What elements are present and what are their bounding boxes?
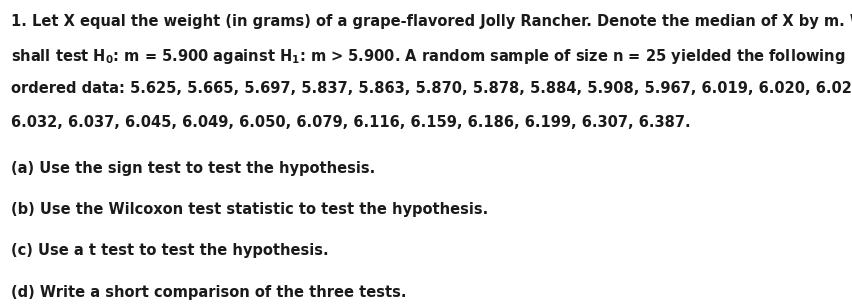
- Text: 6.032, 6.037, 6.045, 6.049, 6.050, 6.079, 6.116, 6.159, 6.186, 6.199, 6.307, 6.3: 6.032, 6.037, 6.045, 6.049, 6.050, 6.079…: [11, 115, 690, 130]
- Text: (b) Use the Wilcoxon test statistic to test the hypothesis.: (b) Use the Wilcoxon test statistic to t…: [11, 202, 487, 217]
- Text: 1. Let X equal the weight (in grams) of a grape-flavored Jolly Rancher. Denote t: 1. Let X equal the weight (in grams) of …: [11, 14, 852, 29]
- Text: (c) Use a t test to test the hypothesis.: (c) Use a t test to test the hypothesis.: [11, 243, 328, 258]
- Text: shall test $\mathbf{H_0}$: m = 5.900 against $\mathbf{H_1}$: m > 5.900. A random: shall test $\mathbf{H_0}$: m = 5.900 aga…: [11, 47, 844, 66]
- Text: ordered data: 5.625, 5.665, 5.697, 5.837, 5.863, 5.870, 5.878, 5.884, 5.908, 5.9: ordered data: 5.625, 5.665, 5.697, 5.837…: [11, 81, 852, 96]
- Text: (d) Write a short comparison of the three tests.: (d) Write a short comparison of the thre…: [11, 285, 406, 300]
- Text: (a) Use the sign test to test the hypothesis.: (a) Use the sign test to test the hypoth…: [11, 161, 375, 176]
